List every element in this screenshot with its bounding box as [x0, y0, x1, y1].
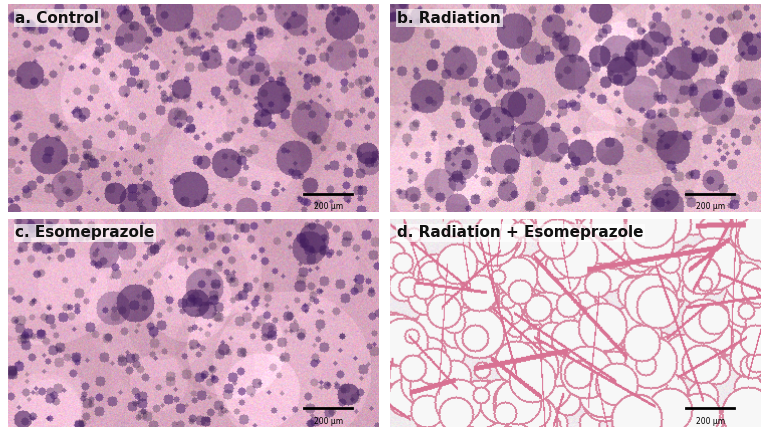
Text: 200 μm: 200 μm	[313, 417, 343, 426]
Text: c. Esomeprazole: c. Esomeprazole	[15, 226, 154, 240]
Text: a. Control: a. Control	[15, 11, 99, 26]
Text: d. Radiation + Esomeprazole: d. Radiation + Esomeprazole	[397, 226, 644, 240]
Text: 200 μm: 200 μm	[696, 417, 725, 426]
Text: 200 μm: 200 μm	[313, 202, 343, 211]
Text: 200 μm: 200 μm	[696, 202, 725, 211]
Text: b. Radiation: b. Radiation	[397, 11, 501, 26]
